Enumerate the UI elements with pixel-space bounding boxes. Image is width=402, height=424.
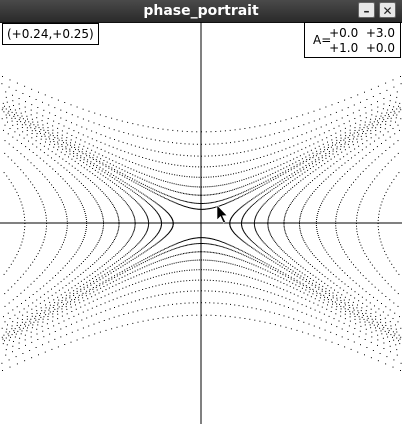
title-bar[interactable]: phase_portrait – ✕ <box>0 0 402 23</box>
phase-portrait-canvas[interactable] <box>0 22 402 424</box>
minimize-button[interactable]: – <box>358 2 375 18</box>
trajectories <box>1 76 402 371</box>
window-title: phase_portrait <box>143 3 259 19</box>
matrix-display: A= +0.0 +3.0 +1.0 +0.0 <box>304 22 401 58</box>
coordinate-readout: (+0.24,+0.25) <box>2 23 99 45</box>
matrix-label: A= <box>313 33 332 47</box>
close-button[interactable]: ✕ <box>379 2 396 18</box>
matrix-row-1: +0.0 +3.0 <box>329 26 395 40</box>
arrow-cursor-icon <box>216 204 228 224</box>
matrix-row-2: +1.0 +0.0 <box>329 41 395 55</box>
